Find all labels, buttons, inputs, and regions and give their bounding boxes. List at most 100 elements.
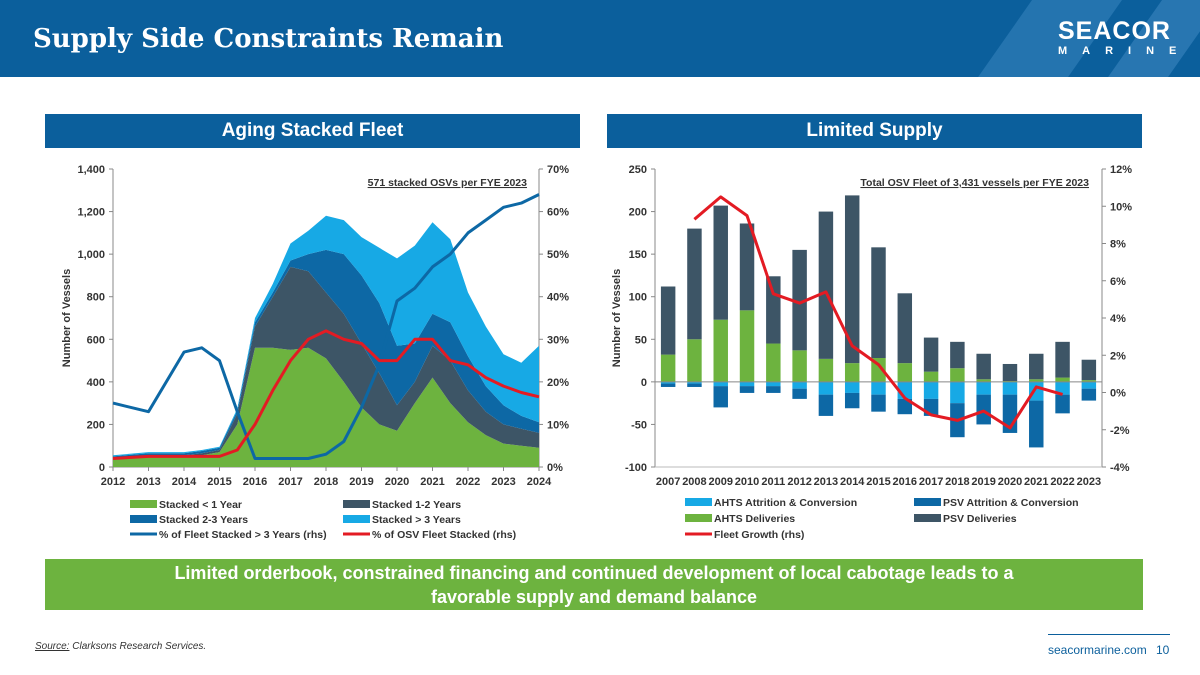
y-tick-label: 200 — [87, 419, 105, 431]
y2-tick-label: -2% — [1110, 425, 1130, 437]
x-tick-label: 2014 — [840, 476, 865, 488]
y-tick-label: 200 — [629, 207, 647, 219]
y-tick-label: 1,200 — [77, 207, 105, 219]
right-panel-title: Limited Supply — [607, 114, 1142, 148]
y-tick-label: -100 — [625, 462, 647, 474]
legend-label: Stacked 2-3 Years — [159, 514, 248, 526]
x-tick-label: 2017 — [278, 476, 302, 488]
bar-psv-attrition — [792, 388, 807, 399]
bar-psv-deliveries — [1081, 359, 1097, 381]
y2-tick-label: 50% — [547, 249, 569, 261]
bar-ahts-attrition — [1081, 381, 1097, 389]
y-tick-label: 100 — [629, 292, 647, 304]
bar-psv-deliveries — [950, 341, 965, 369]
y2-tick-label: 8% — [1110, 239, 1126, 251]
bar-ahts-deliveries — [687, 339, 702, 382]
bar-psv-attrition — [897, 398, 913, 415]
y-tick-label: 1,000 — [77, 249, 105, 261]
legend-swatch — [685, 514, 712, 522]
y2-tick-label: 20% — [547, 377, 569, 389]
bar-psv-deliveries — [844, 195, 860, 364]
bar-ahts-deliveries — [923, 371, 939, 382]
y-tick-label: 0 — [641, 377, 647, 389]
legend-swatch — [130, 500, 157, 508]
source-text: Clarksons Research Services. — [69, 641, 207, 652]
y2-tick-label: 0% — [547, 462, 563, 474]
bar-psv-deliveries — [976, 353, 991, 380]
x-tick-label: 2016 — [893, 476, 917, 488]
y2-tick-label: 10% — [1110, 201, 1132, 213]
x-tick-label: 2019 — [349, 476, 373, 488]
x-tick-label: 2007 — [656, 476, 680, 488]
x-tick-label: 2014 — [172, 476, 197, 488]
x-tick-label: 2012 — [787, 476, 811, 488]
bar-psv-deliveries — [687, 228, 702, 340]
x-tick-label: 2023 — [491, 476, 515, 488]
bar-ahts-attrition — [1029, 381, 1044, 401]
legend-label: Stacked < 1 Year — [159, 499, 242, 511]
bar-ahts-deliveries — [766, 343, 781, 382]
source-note: Source: Clarksons Research Services. — [35, 641, 206, 652]
y-tick-label: 400 — [87, 377, 105, 389]
bar-psv-deliveries — [1029, 353, 1044, 380]
y2-tick-label: 6% — [1110, 276, 1126, 288]
x-tick-label: 2009 — [708, 476, 732, 488]
x-tick-label: 2015 — [207, 476, 231, 488]
bar-psv-attrition — [1081, 388, 1097, 401]
bar-ahts-deliveries — [713, 319, 728, 382]
bar-psv-deliveries — [1002, 363, 1018, 382]
legend-label: Stacked 1-2 Years — [372, 499, 461, 511]
conclusion-banner: Limited orderbook, constrained financing… — [45, 559, 1143, 610]
x-tick-label: 2020 — [998, 476, 1022, 488]
x-tick-label: 2020 — [385, 476, 409, 488]
bar-psv-attrition — [660, 383, 676, 387]
x-tick-label: 2018 — [314, 476, 338, 488]
y-tick-label: 1,400 — [77, 164, 105, 176]
y-tick-label: 0 — [99, 462, 105, 474]
x-tick-label: 2019 — [971, 476, 995, 488]
x-tick-label: 2023 — [1077, 476, 1101, 488]
logo-sub: MARINE — [1058, 45, 1192, 57]
bar-ahts-deliveries — [1081, 380, 1097, 382]
x-tick-label: 2017 — [919, 476, 943, 488]
bar-ahts-attrition — [660, 381, 676, 384]
y-tick-label: 600 — [87, 334, 105, 346]
line--of-osv-fleet-stacked-rhs- — [112, 329, 540, 460]
legend-swatch — [685, 498, 712, 506]
area-stacked-1-year — [113, 347, 539, 467]
bar-ahts-deliveries — [818, 358, 834, 382]
limited-supply-chart: 2007 2008 2009 2010 2011 2012 2013 2014 2015 2016… — [611, 164, 1132, 541]
bar-psv-deliveries — [713, 205, 728, 320]
bar-ahts-attrition — [1002, 381, 1018, 395]
bar-psv-attrition — [871, 394, 886, 412]
legend-swatch — [914, 498, 941, 506]
logo-word: SEACOR — [1058, 17, 1171, 45]
bar-psv-attrition — [687, 383, 702, 387]
bar-psv-deliveries — [1055, 341, 1070, 378]
legend-label: AHTS Attrition & Conversion — [714, 497, 857, 509]
y2-tick-label: 2% — [1110, 350, 1126, 362]
y2-tick-label: 30% — [547, 334, 569, 346]
left-panel-title: Aging Stacked Fleet — [45, 114, 580, 148]
x-tick-label: 2011 — [761, 476, 785, 488]
x-tick-label: 2022 — [1050, 476, 1074, 488]
line--of-fleet-stacked-3-years-rhs- — [112, 193, 540, 460]
aging-stacked-fleet-chart: 0 200 400 600 800 1,000 1,200 1,400 0% 10% 20% 30% 4… — [61, 164, 569, 541]
bar-ahts-attrition — [792, 381, 807, 389]
bar-ahts-attrition — [687, 381, 702, 384]
x-tick-label: 2022 — [456, 476, 480, 488]
y2-tick-label: 12% — [1110, 164, 1132, 176]
conclusion-line-1: Limited orderbook, constrained financing… — [174, 563, 1014, 583]
legend-label: PSV Deliveries — [943, 513, 1017, 525]
y2-tick-label: 60% — [547, 207, 569, 219]
y2-tick-label: 70% — [547, 164, 569, 176]
legend-label: % of OSV Fleet Stacked (rhs) — [372, 529, 516, 541]
area-stacked-3-years — [113, 215, 539, 457]
bar-psv-attrition — [844, 392, 860, 409]
bar-ahts-deliveries — [976, 379, 991, 382]
company-logo: SEACOR MARINE — [1058, 17, 1176, 62]
y2-tick-label: 4% — [1110, 313, 1126, 325]
legend-swatch — [130, 515, 157, 523]
x-tick-label: 2018 — [945, 476, 969, 488]
footer-website[interactable]: seacormarine.com — [1048, 643, 1147, 657]
